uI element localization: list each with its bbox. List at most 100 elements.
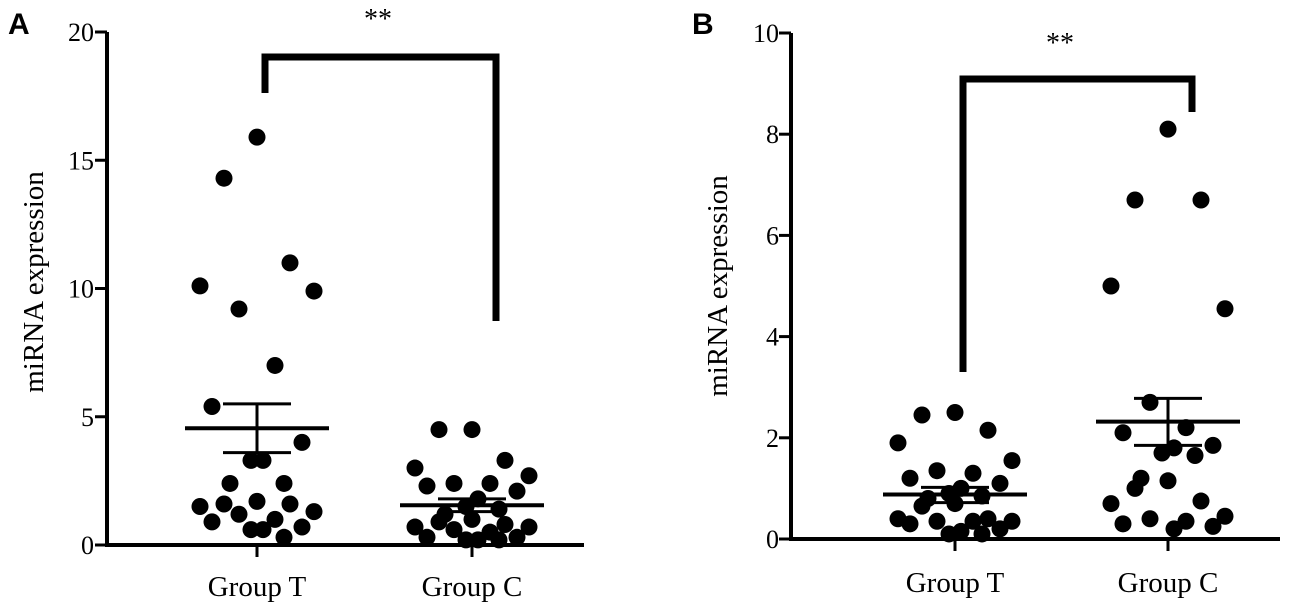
data-point-group-c [445, 474, 463, 492]
data-point-group-c [490, 500, 508, 518]
y-tick-label: 5 [81, 403, 94, 432]
data-point-group-c [520, 518, 538, 536]
data-point-group-t [191, 498, 209, 516]
data-point-group-c [457, 531, 475, 549]
data-point-group-c [520, 467, 538, 485]
data-point-group-t [281, 254, 299, 272]
data-point-group-c [1204, 517, 1222, 535]
data-point-group-c [1186, 447, 1204, 465]
data-point-group-c [1192, 191, 1210, 209]
data-point-group-t [1003, 452, 1021, 470]
data-point-group-c [496, 451, 514, 469]
data-point-group-t [305, 503, 323, 521]
data-point-group-t [248, 128, 266, 146]
data-point-group-t [979, 510, 997, 528]
significance-label-a: ** [364, 4, 392, 35]
data-point-group-t [242, 451, 260, 469]
data-point-group-c [1141, 393, 1159, 411]
data-point-group-c [1126, 191, 1144, 209]
data-point-group-c [1102, 495, 1120, 513]
data-point-group-c [1216, 507, 1234, 525]
y-tick-label: 20 [68, 18, 94, 47]
y-tick-label: 0 [81, 531, 94, 560]
y-tick-label: 10 [68, 275, 94, 304]
data-point-group-t [266, 356, 284, 374]
data-point-group-c [445, 521, 463, 539]
significance-bracket [261, 53, 500, 321]
data-point-group-t [203, 513, 221, 531]
category-label-group-c-b: Group C [1118, 567, 1219, 599]
data-point-group-t [991, 520, 1009, 538]
data-point-group-c [469, 531, 487, 549]
data-point-group-t [991, 474, 1009, 492]
data-point-group-t [275, 474, 293, 492]
data-point-group-c [1102, 277, 1120, 295]
data-point-group-t [215, 169, 233, 187]
data-point-group-t [275, 528, 293, 546]
data-point-group-c [481, 474, 499, 492]
data-point-group-c [1165, 520, 1183, 538]
data-point-group-t [254, 451, 272, 469]
significance-bracket [959, 75, 1196, 372]
data-point-group-c [1114, 424, 1132, 442]
category-label-group-c-a: Group C [422, 571, 523, 603]
data-point-group-c [508, 528, 526, 546]
data-point-group-c [496, 515, 514, 533]
data-point-group-c [406, 459, 424, 477]
data-point-group-t [889, 434, 907, 452]
data-point-group-t [293, 518, 311, 536]
data-point-group-t [254, 521, 272, 539]
data-point-group-t [913, 497, 931, 515]
panel-a: A miRNA expression ** Group T Group C 0 5… [8, 4, 584, 603]
data-point-group-c [508, 482, 526, 500]
data-point-group-t [248, 492, 266, 510]
data-point-group-c [1153, 444, 1171, 462]
data-point-group-t [230, 300, 248, 318]
category-label-group-t-b: Group T [906, 567, 1005, 599]
data-point-group-c [1114, 515, 1132, 533]
significance-label-b: ** [1046, 28, 1074, 59]
data-point-group-c [463, 510, 481, 528]
data-point-group-t [928, 512, 946, 530]
y-tick-label: 15 [68, 146, 94, 175]
data-point-group-c [490, 531, 508, 549]
data-point-group-t [946, 404, 964, 421]
y-tick-label: 6 [766, 221, 779, 250]
data-point-group-c [1159, 120, 1177, 138]
category-label-group-t-a: Group T [208, 571, 307, 603]
data-point-group-c [463, 421, 481, 439]
panel-label-b: B [692, 8, 714, 41]
y-tick-label: 10 [753, 19, 779, 48]
data-point-group-c [418, 528, 436, 546]
y-axis-title-a: miRNA expression [18, 171, 50, 393]
data-point-group-c [430, 513, 448, 531]
data-point-group-t [901, 515, 919, 533]
data-point-group-t [281, 495, 299, 513]
data-point-group-t [266, 510, 284, 528]
data-point-group-t [242, 521, 260, 539]
data-point-group-c [418, 477, 436, 495]
data-point-group-t [221, 474, 239, 492]
data-point-group-t [901, 469, 919, 487]
panel-b: B miRNA expression ** Group T Group C 0 2… [692, 8, 1280, 599]
data-point-group-t [940, 525, 958, 543]
y-tick-label: 8 [766, 120, 779, 149]
data-point-group-t [928, 462, 946, 480]
data-point-group-c [406, 518, 424, 536]
data-point-group-c [1192, 492, 1210, 510]
y-axis-title-b: miRNA expression [702, 175, 734, 397]
data-point-group-t [913, 406, 931, 424]
data-point-group-t [964, 512, 982, 530]
data-point-group-c [1141, 510, 1159, 528]
data-point-group-t [203, 397, 221, 415]
data-point-group-c [1159, 472, 1177, 490]
y-tick-label: 4 [766, 323, 779, 352]
data-point-group-c [1126, 479, 1144, 497]
data-point-group-c [1216, 300, 1234, 318]
panel-label-a: A [8, 8, 30, 41]
data-point-group-t [293, 433, 311, 451]
data-point-group-t [979, 421, 997, 439]
data-point-group-t [230, 505, 248, 523]
data-point-group-c [1204, 436, 1222, 454]
